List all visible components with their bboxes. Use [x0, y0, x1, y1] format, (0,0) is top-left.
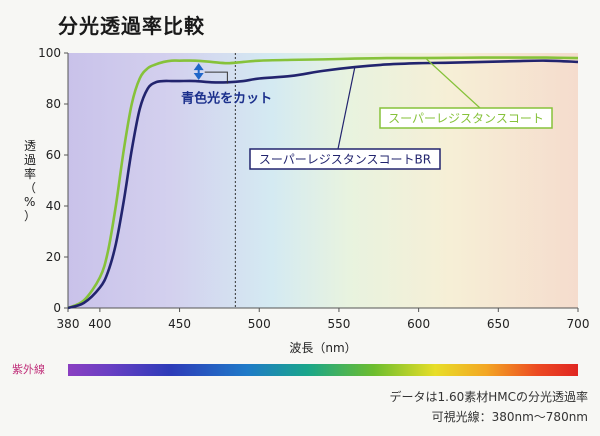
y-tick-label: 20 — [46, 250, 61, 264]
y-tick-label: 0 — [53, 301, 61, 315]
y-tick-label: 40 — [46, 199, 61, 213]
series-layer — [67, 56, 579, 310]
x-axis-label: 波長（nm） — [289, 341, 356, 355]
navy-leader — [337, 66, 356, 150]
navy-series-label: スーパーレジスタンスコートBR — [259, 153, 431, 167]
y-axis-label-char: % — [24, 195, 35, 209]
visible-range-note: 可視光線：380nm〜780nm — [431, 410, 588, 424]
y-tick-label: 100 — [38, 46, 61, 60]
y-tick-label: 80 — [46, 97, 61, 111]
arrow-head-down — [193, 73, 204, 81]
y-axis-label-char: ） — [24, 209, 36, 223]
y-axis-label: 透過率（%） — [24, 139, 36, 223]
y-axis-label-char: 透 — [24, 139, 36, 153]
uv-label: 紫外線 — [12, 362, 45, 376]
blue-light-cut-label: 青色光をカット — [181, 91, 272, 107]
series-line-super-resistance-coat-br — [67, 59, 579, 310]
y-axis-label-char: 率 — [24, 166, 36, 181]
x-tick-label: 550 — [327, 317, 350, 331]
x-tick-label: 450 — [168, 317, 191, 331]
navy-legend-box — [249, 148, 441, 170]
series-line-super-resistance-coat — [67, 56, 579, 310]
x-tick-label: 400 — [88, 317, 111, 331]
x-tick-label: 380 — [57, 317, 80, 331]
blue-cut-leader — [204, 71, 228, 84]
y-tick-label: 60 — [46, 148, 61, 162]
x-tick-label: 700 — [567, 317, 590, 331]
data-note: データは1.60素材HMCの分光透過率 — [389, 390, 588, 404]
x-tick-label: 500 — [248, 317, 271, 331]
x-tick-label: 650 — [487, 317, 510, 331]
y-axis-label-char: （ — [24, 181, 36, 195]
chart-title: 分光透過率比較 — [58, 14, 205, 38]
plot-background — [68, 53, 578, 308]
y-axis-label-char: 過 — [24, 153, 36, 167]
green-leader — [426, 58, 481, 109]
green-series-label: スーパーレジスタンスコート — [388, 112, 544, 126]
arrow-head-up — [193, 63, 204, 71]
x-tick-label: 600 — [407, 317, 430, 331]
green-legend-box — [379, 107, 553, 129]
spectrum-bar — [68, 364, 578, 376]
axes: 0 20 40 60 80 100 380 400 450 500 550 600 650 700 — [38, 46, 589, 331]
